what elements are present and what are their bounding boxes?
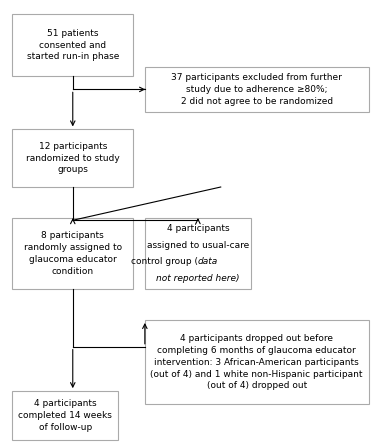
- Text: 37 participants excluded from further
study due to adherence ≥80%;
2 did not agr: 37 participants excluded from further st…: [171, 73, 342, 106]
- FancyBboxPatch shape: [12, 218, 133, 289]
- Text: 4 participants
completed 14 weeks
of follow-up: 4 participants completed 14 weeks of fol…: [18, 399, 112, 432]
- FancyBboxPatch shape: [12, 14, 133, 76]
- Text: 4 participants dropped out before
completing 6 months of glaucoma educator
inter: 4 participants dropped out before comple…: [151, 334, 363, 390]
- Text: data: data: [198, 257, 218, 266]
- FancyBboxPatch shape: [145, 320, 369, 405]
- FancyBboxPatch shape: [145, 218, 251, 289]
- Text: 8 participants
randomly assigned to
glaucoma educator
condition: 8 participants randomly assigned to glau…: [24, 231, 122, 276]
- Text: 4 participants: 4 participants: [166, 224, 229, 233]
- Text: not reported here): not reported here): [156, 274, 240, 283]
- FancyBboxPatch shape: [12, 391, 118, 440]
- Text: 12 participants
randomized to study
groups: 12 participants randomized to study grou…: [26, 142, 120, 174]
- FancyBboxPatch shape: [12, 129, 133, 187]
- Text: control group (: control group (: [131, 257, 198, 266]
- Text: 51 patients
consented and
started run-in phase: 51 patients consented and started run-in…: [26, 29, 119, 61]
- FancyBboxPatch shape: [145, 67, 369, 112]
- Text: assigned to usual-care: assigned to usual-care: [147, 241, 249, 250]
